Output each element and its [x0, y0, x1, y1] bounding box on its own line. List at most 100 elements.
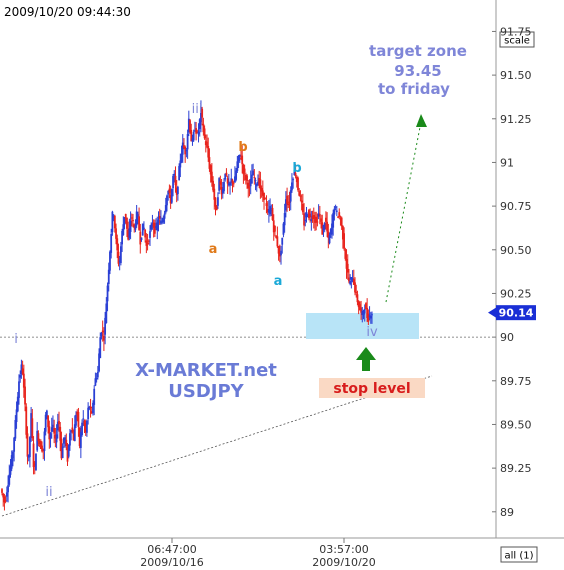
candle-down — [225, 172, 228, 175]
candle-down — [260, 188, 263, 192]
candle-up — [112, 215, 115, 218]
candle-up — [333, 208, 336, 215]
candle-up — [73, 424, 76, 442]
candle-up — [267, 209, 270, 213]
candle-up — [351, 278, 354, 282]
candle-up — [156, 222, 159, 231]
y-tick-label: 91 — [500, 156, 514, 169]
candle-up — [335, 210, 338, 213]
candle-up — [236, 161, 239, 171]
candle-up — [368, 315, 371, 318]
candle-down — [90, 411, 93, 414]
candle-up — [217, 197, 219, 206]
candle-down — [116, 238, 119, 251]
target-zone-text: target zone — [369, 42, 467, 60]
candle-down — [298, 191, 301, 196]
stop-level-box — [319, 378, 425, 398]
x-tick-time: 03:57:00 — [319, 543, 368, 556]
candle-up — [281, 237, 284, 245]
candle-up — [329, 229, 332, 235]
candle-down — [24, 386, 26, 405]
candle-up — [334, 206, 337, 208]
candle-down — [244, 174, 247, 181]
candle-up — [166, 195, 168, 206]
candle-down — [337, 216, 339, 218]
candle-down — [340, 217, 343, 227]
candle-up — [234, 176, 236, 183]
rising-trendline — [1, 375, 433, 517]
candle-down — [348, 277, 350, 282]
candle-up — [218, 178, 221, 191]
candle-up — [56, 421, 59, 431]
candle-down — [344, 249, 347, 259]
candle-down — [276, 236, 279, 247]
candle-down — [139, 231, 142, 245]
y-tick-label: 89.50 — [500, 418, 532, 431]
candle-down — [358, 304, 361, 311]
candle-up — [45, 410, 48, 419]
candle-down — [66, 446, 69, 462]
candle-down — [2, 493, 5, 498]
candle-down — [39, 440, 42, 450]
candle-up — [100, 332, 103, 337]
candle-up — [289, 190, 292, 202]
y-tick-label: 89.25 — [500, 462, 532, 475]
candle-down — [78, 427, 81, 447]
candle-up — [5, 492, 8, 497]
candle-up — [140, 237, 143, 240]
candle-up — [323, 223, 326, 230]
candle-up — [105, 303, 108, 324]
candle-up — [363, 308, 366, 314]
candle-down — [367, 313, 370, 322]
wave-label-iv: iv — [366, 325, 378, 340]
candle-down — [346, 263, 349, 273]
candle-up — [177, 186, 179, 195]
projection-line — [385, 121, 422, 303]
candle-down — [241, 155, 244, 165]
candle-up — [191, 138, 194, 142]
candle-up — [19, 375, 22, 378]
candle-up — [9, 466, 12, 475]
scale-button[interactable]: scale — [499, 31, 535, 48]
candle-down — [231, 179, 234, 184]
candle-down — [240, 157, 242, 159]
candle-up — [238, 154, 241, 157]
candle-up — [128, 228, 131, 238]
all-button[interactable]: all (1) — [500, 546, 538, 563]
candle-up — [52, 424, 54, 428]
candle-up — [198, 119, 201, 129]
candle-down — [297, 177, 299, 191]
candle-down — [299, 195, 302, 197]
candle-down — [303, 213, 305, 226]
candle-up — [284, 199, 287, 211]
all-button-label[interactable]: all (1) — [504, 551, 533, 562]
candle-down — [115, 228, 117, 239]
candle-down — [210, 171, 213, 183]
candle-down — [327, 231, 330, 239]
candle-down — [32, 443, 35, 468]
candle-down — [312, 215, 315, 219]
candle-down — [138, 216, 140, 230]
candle-down — [84, 422, 87, 433]
candle-down — [59, 426, 62, 441]
candle-down — [214, 197, 217, 207]
candle-up — [221, 189, 224, 193]
candle-up — [170, 189, 173, 203]
scale-button-label[interactable]: scale — [504, 36, 530, 47]
y-tick-label: 90.75 — [500, 200, 532, 213]
candle-down — [183, 145, 185, 149]
candle-down — [352, 279, 355, 285]
y-tick-label: 91.50 — [500, 69, 532, 82]
candle-up — [106, 285, 109, 302]
candle-up — [235, 170, 238, 180]
candle-up — [186, 134, 189, 150]
candle-down — [315, 216, 318, 223]
candle-down — [201, 108, 204, 118]
candle-down — [247, 182, 250, 189]
candle-down — [196, 131, 199, 133]
candle-down — [326, 221, 329, 232]
candle-down — [242, 164, 245, 175]
candle-down — [38, 441, 41, 444]
candle-up — [121, 230, 123, 245]
stop-level-text: stop level — [333, 381, 410, 397]
